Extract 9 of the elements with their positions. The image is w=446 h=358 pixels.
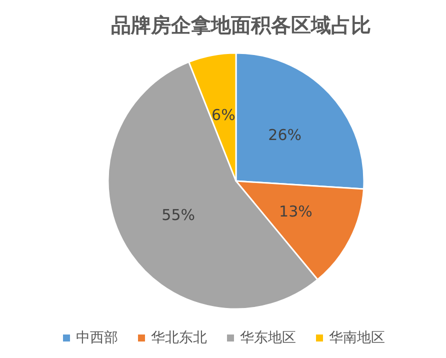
legend-label: 华北东北 xyxy=(151,330,207,346)
chart-title: 品牌房企拿地面积各区域占比 xyxy=(111,13,371,37)
data-label: 55% xyxy=(162,206,195,224)
legend-label: 华南地区 xyxy=(329,330,385,346)
legend-label: 中西部 xyxy=(76,330,118,346)
data-label: 6% xyxy=(212,106,236,124)
data-label: 26% xyxy=(268,126,302,144)
legend-label: 华东地区 xyxy=(240,330,296,346)
data-label: 13% xyxy=(279,202,312,220)
